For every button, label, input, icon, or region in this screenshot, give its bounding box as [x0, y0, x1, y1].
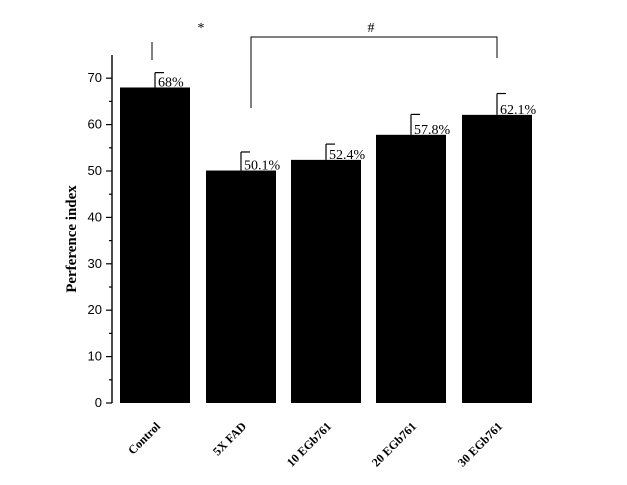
category-label: Control — [125, 419, 163, 457]
bar — [120, 87, 190, 403]
y-tick-label: 50 — [88, 163, 102, 178]
y-tick-label: 30 — [88, 256, 102, 271]
significance-star: * — [198, 21, 205, 36]
y-tick-label: 60 — [88, 117, 102, 132]
bar — [376, 134, 446, 404]
data-label: 57.8% — [414, 123, 451, 138]
significance-hash: # — [368, 21, 375, 36]
category-label: 20 EGb761 — [369, 419, 419, 469]
category-label: 30 EGb761 — [455, 419, 505, 469]
bars-group — [120, 72, 532, 404]
bar — [462, 114, 532, 403]
bar — [291, 159, 361, 403]
data-label: 50.1% — [244, 159, 281, 174]
data-label: 62.1% — [500, 103, 537, 118]
y-axis-label: Perference index — [64, 185, 80, 293]
y-tick-label: 20 — [88, 302, 102, 317]
significance-bracket — [250, 36, 498, 108]
y-tick-label: 70 — [88, 70, 102, 85]
category-label: 10 EGb761 — [284, 419, 334, 469]
y-tick-label: 10 — [88, 349, 102, 364]
y-tick-label: 40 — [88, 209, 102, 224]
y-tick-label: 0 — [95, 395, 102, 410]
data-label: 52.4% — [329, 148, 366, 163]
category-label: 5X FAD — [210, 419, 249, 458]
significance-annotations: * # — [151, 21, 498, 108]
data-label: 68% — [158, 75, 184, 90]
y-axis: 0 10 20 30 40 50 60 70 — [88, 55, 113, 410]
bar — [206, 170, 276, 403]
